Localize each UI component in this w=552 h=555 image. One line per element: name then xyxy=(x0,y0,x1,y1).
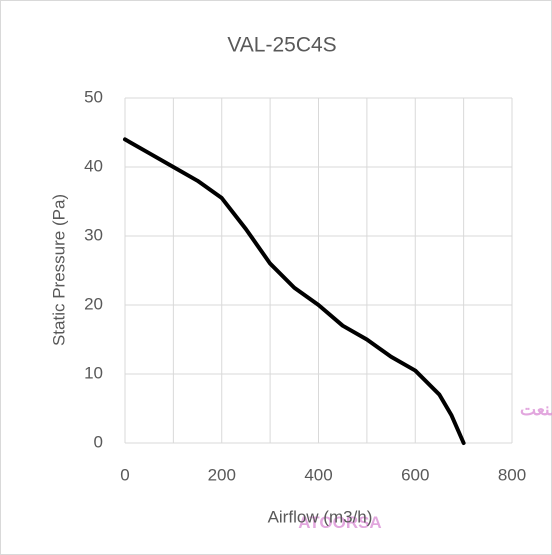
x-tick-label: 800 xyxy=(498,465,526,484)
y-axis-label: Static Pressure (Pa) xyxy=(49,194,68,346)
x-tick-label: 0 xyxy=(120,465,129,484)
x-axis-label: Airflow (m3/h) xyxy=(268,507,373,526)
x-tick-label: 200 xyxy=(208,465,236,484)
y-tick-label: 0 xyxy=(94,432,103,451)
y-tick-label: 30 xyxy=(84,225,103,244)
y-tick-label: 20 xyxy=(84,294,103,313)
y-tick-label: 10 xyxy=(84,363,103,382)
watermark: ر صنعت xyxy=(520,400,552,420)
chart-title: VAL-25C4S xyxy=(227,34,336,57)
y-tick-label: 50 xyxy=(84,87,103,106)
watermark: ATOORSA xyxy=(298,513,381,532)
y-tick-label: 40 xyxy=(84,156,103,175)
x-tick-label: 600 xyxy=(401,465,429,484)
data-line xyxy=(123,137,466,445)
x-tick-label: 400 xyxy=(304,465,332,484)
